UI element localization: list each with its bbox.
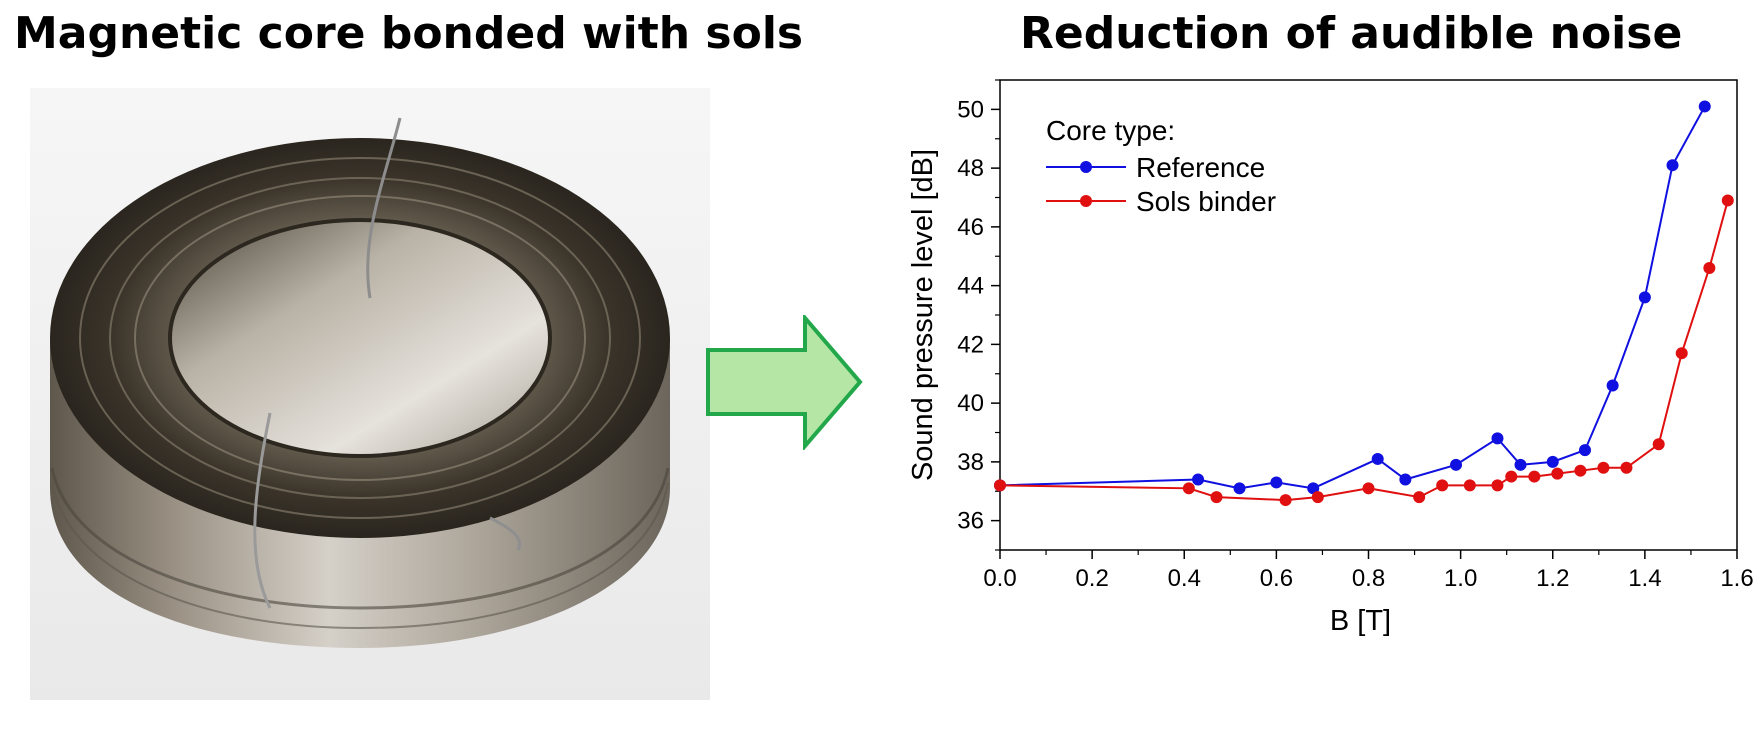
series-point-1	[994, 479, 1006, 492]
series-point-0	[1307, 482, 1320, 495]
series-point-0	[1666, 159, 1679, 172]
x-tick-label: 0.0	[983, 565, 1016, 592]
plot-border	[999, 79, 1738, 551]
y-axis-label: Sound pressure level [dB]	[907, 149, 939, 481]
series-point-0	[1233, 482, 1246, 495]
series-point-1	[1436, 479, 1449, 492]
series-point-0	[1698, 100, 1711, 113]
legend-label-1: Sols binder	[1136, 186, 1276, 217]
legend-marker-0	[1080, 161, 1092, 173]
y-tick-label: 42	[957, 331, 984, 358]
x-tick-label: 0.2	[1075, 565, 1108, 592]
y-tick-label: 44	[957, 273, 984, 300]
series-point-0	[1491, 432, 1504, 445]
series-point-1	[1463, 479, 1476, 492]
x-tick-label: 1.6	[1720, 565, 1753, 592]
x-tick-label: 0.8	[1352, 565, 1385, 592]
series-point-1	[1597, 461, 1610, 474]
series-point-0	[1546, 455, 1559, 468]
series-point-0	[1371, 452, 1384, 465]
series-point-1	[1505, 470, 1518, 483]
series-point-0	[1270, 476, 1283, 489]
series-line-1	[999, 200, 1729, 502]
series-point-1	[1413, 491, 1426, 504]
series-point-0	[1638, 291, 1651, 304]
series-point-1	[1652, 438, 1665, 451]
series-point-1	[1182, 482, 1195, 495]
plot-frame	[999, 79, 1738, 551]
series-point-0	[1578, 444, 1591, 457]
y-tick-label: 40	[957, 390, 984, 417]
series-layer	[994, 100, 1734, 507]
series-point-0	[1192, 473, 1205, 486]
noise-chart: 0.0 0.2 0.4 0.6 0.8 1.0 1.2 1.4 1.6 36 38 40 42 44 46 4…	[907, 79, 1753, 637]
x-tick-label: 1.2	[1536, 565, 1569, 592]
x-tick-label: 0.6	[1260, 565, 1293, 592]
legend-marker-1	[1080, 195, 1092, 207]
series-point-1	[1551, 467, 1564, 480]
y-tick-label: 48	[957, 155, 984, 182]
legend-label-0: Reference	[1136, 152, 1265, 183]
series-point-1	[1721, 194, 1734, 207]
y-tick-label: 50	[957, 96, 984, 123]
series-line-0	[999, 105, 1706, 490]
series-point-0	[1514, 458, 1527, 471]
series-point-1	[1491, 479, 1504, 492]
series-point-1	[1210, 491, 1223, 504]
series-point-0	[1399, 473, 1412, 486]
x-tick-label: 1.0	[1444, 565, 1477, 592]
x-axis-label: B [T]	[1330, 605, 1391, 637]
x-tick-label: 0.4	[1168, 565, 1201, 592]
series-point-0	[1450, 458, 1463, 471]
series-point-1	[1620, 461, 1633, 474]
x-tick-label: 1.4	[1628, 565, 1661, 592]
magnetic-core-photo	[30, 88, 710, 700]
series-point-1	[1279, 494, 1292, 507]
left-title: Magnetic core bonded with sols	[14, 8, 804, 59]
y-tick-label: 36	[957, 508, 984, 535]
series-point-0	[1606, 379, 1619, 392]
right-arrow-icon	[706, 315, 863, 450]
series-point-1	[1528, 470, 1541, 483]
y-tick-label: 46	[957, 214, 984, 241]
series-point-1	[1311, 491, 1324, 504]
series-point-1	[1362, 482, 1375, 495]
axis-ticks: 0.0 0.2 0.4 0.6 0.8 1.0 1.2 1.4 1.6 36 38 40 42 44 46 4…	[957, 79, 1753, 592]
series-point-1	[1574, 464, 1587, 477]
legend-title: Core type:	[1046, 115, 1175, 146]
series-point-1	[1703, 262, 1716, 274]
y-tick-label: 38	[957, 449, 984, 476]
right-title: Reduction of audible noise	[1020, 8, 1683, 59]
series-point-1	[1675, 347, 1688, 360]
